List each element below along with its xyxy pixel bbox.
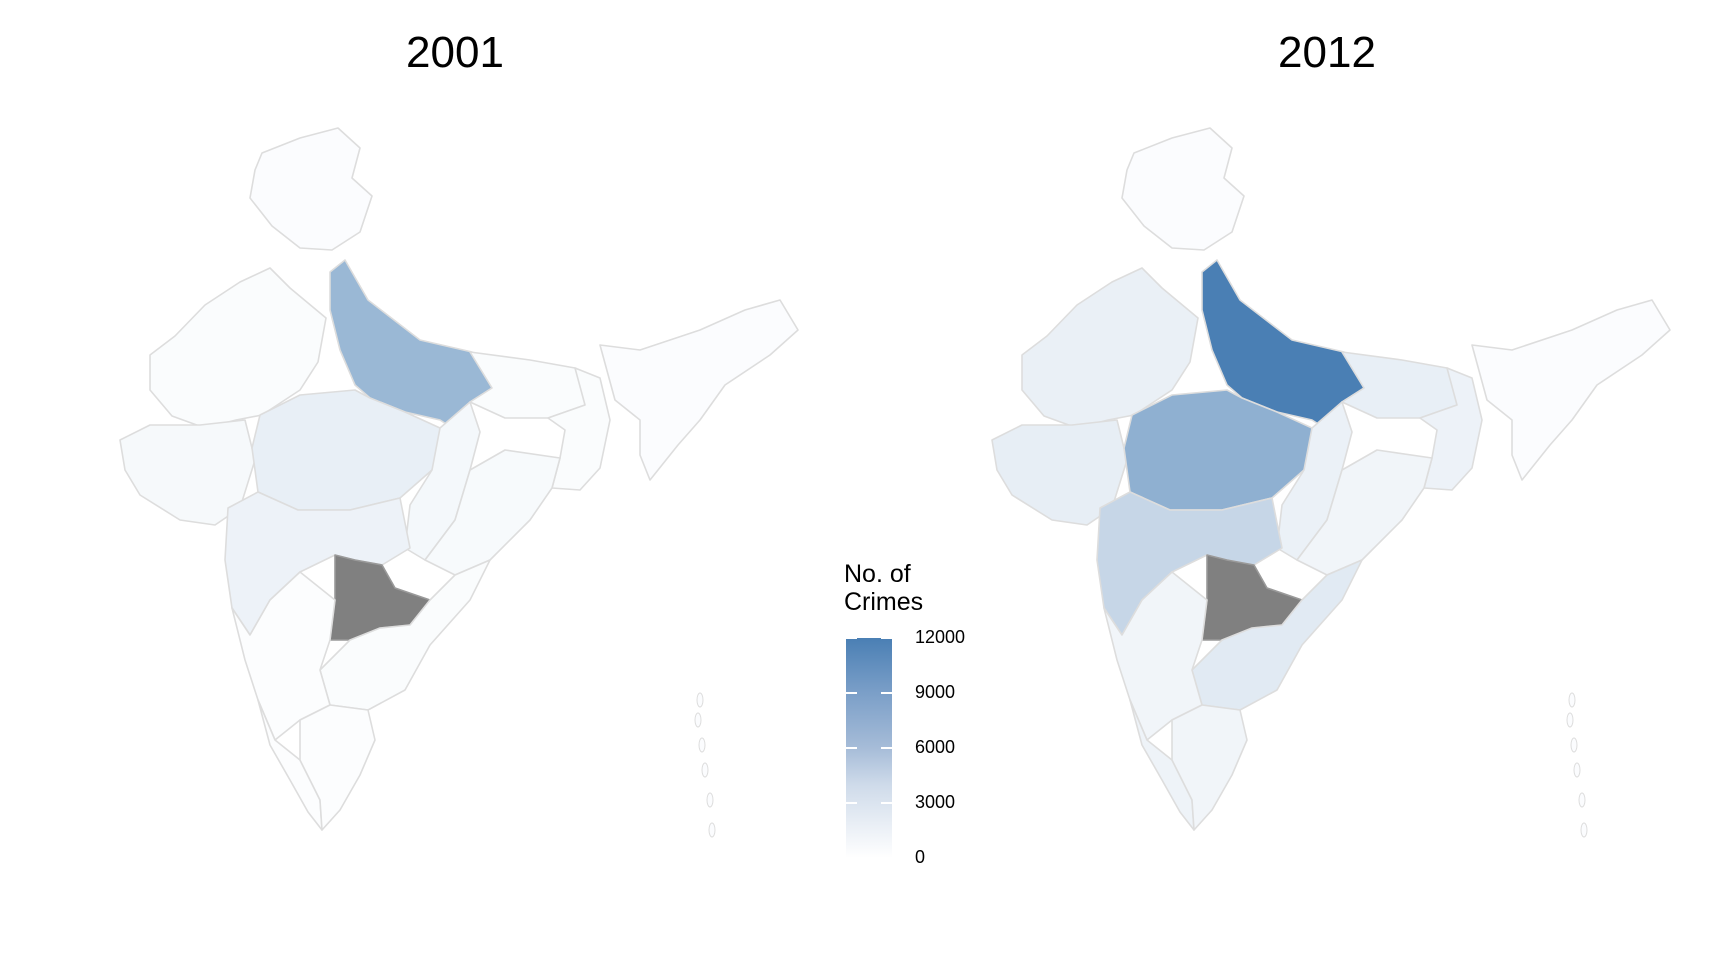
island-2-2001 (698, 737, 706, 753)
legend-tick-mark (846, 692, 857, 694)
legend-tick-mark (881, 802, 892, 804)
legend-label: 12000 (915, 627, 966, 647)
legend-title-line1: No. of (844, 560, 911, 588)
panel-title-2001: 2001 (406, 28, 504, 77)
island-2-2012 (1570, 737, 1578, 753)
legend-title-line2: Crimes (844, 588, 924, 616)
state-rajasthan-2001 (149, 267, 327, 429)
state-odisha-2012 (1296, 449, 1433, 576)
legend-tick-mark (846, 637, 857, 639)
island-3-2001 (701, 762, 709, 778)
state-andhra-pradesh-2001 (319, 559, 491, 711)
legend-tick-mark (846, 802, 857, 804)
state-odisha-2001 (424, 449, 561, 576)
legend-tick-mark (881, 637, 892, 639)
legend-label: 3000 (915, 792, 956, 812)
state-andhra-pradesh-2012 (1191, 559, 1363, 711)
legend-label: 6000 (915, 737, 956, 757)
india-map-2001 (119, 127, 799, 838)
island-1-2012 (1566, 712, 1574, 728)
legend-label: 9000 (915, 682, 956, 702)
panel-title-2012: 2012 (1278, 28, 1376, 77)
legend-label: 0 (915, 847, 926, 867)
island-0-2012 (1568, 692, 1576, 708)
legend-tick-mark (846, 747, 857, 749)
island-0-2001 (696, 692, 704, 708)
island-5-2001 (708, 822, 716, 838)
island-4-2001 (706, 792, 714, 808)
legend-tick-mark (881, 747, 892, 749)
state-north-2012 (1121, 127, 1245, 251)
state-tamil-nadu-2012 (1171, 704, 1248, 831)
island-5-2012 (1580, 822, 1588, 838)
state-north-2001 (249, 127, 373, 251)
state-rajasthan-2012 (1021, 267, 1199, 429)
state-tamil-nadu-2001 (299, 704, 376, 831)
legend-tick-mark (881, 692, 892, 694)
state-northeast-2001 (599, 299, 799, 481)
island-4-2012 (1578, 792, 1586, 808)
island-3-2012 (1573, 762, 1581, 778)
state-northeast-2012 (1471, 299, 1671, 481)
legend-title: No. of Crimes (844, 560, 923, 616)
island-1-2001 (694, 712, 702, 728)
india-map-2012 (991, 127, 1671, 838)
